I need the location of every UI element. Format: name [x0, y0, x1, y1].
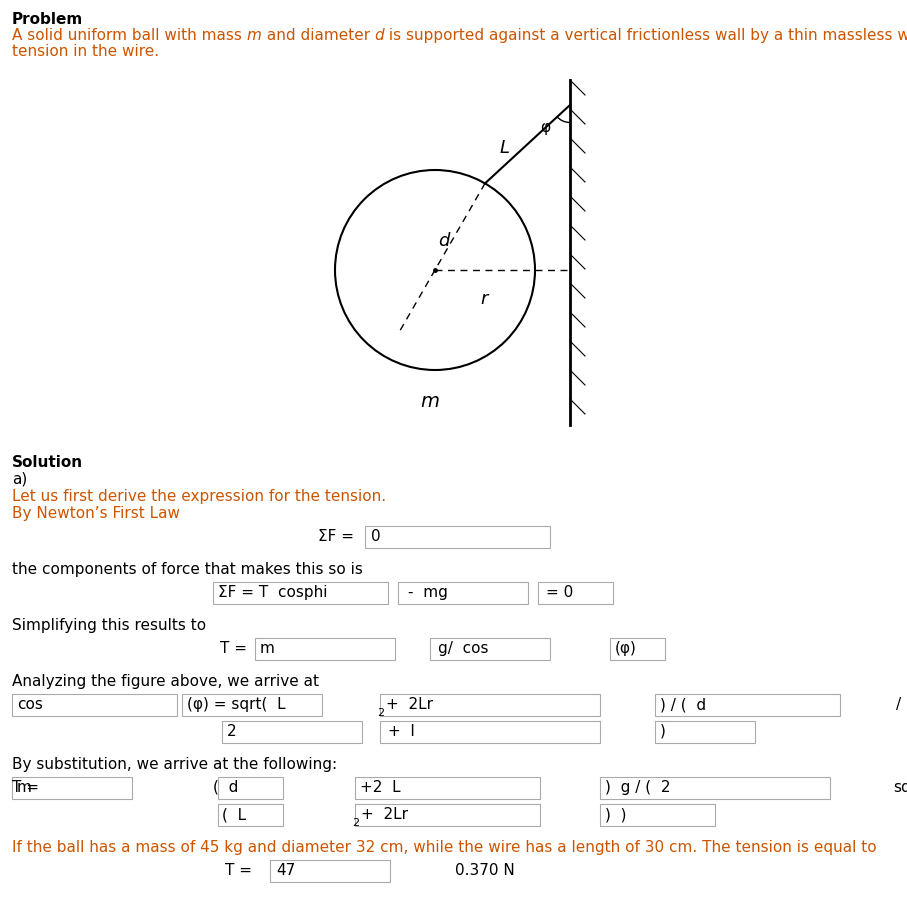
Bar — [600, 804, 715, 826]
Bar — [270, 860, 390, 882]
Bar — [218, 804, 283, 826]
Text: (φ): (φ) — [615, 641, 637, 656]
Text: 0: 0 — [371, 529, 381, 544]
Text: +2  L: +2 L — [360, 780, 401, 795]
Text: Simplifying this results to: Simplifying this results to — [12, 618, 206, 633]
Text: d: d — [375, 28, 385, 43]
Text: ) / (  d: ) / ( d — [660, 697, 707, 712]
Text: ΣF =: ΣF = — [318, 529, 359, 544]
Text: If the ball has a mass of 45 kg and diameter 32 cm, while the wire has a length : If the ball has a mass of 45 kg and diam… — [12, 840, 877, 855]
Text: sqrt: sqrt — [893, 780, 907, 795]
Text: +  2Lr: + 2Lr — [386, 697, 433, 712]
Bar — [255, 638, 395, 660]
Bar — [538, 582, 613, 604]
Text: m: m — [421, 392, 440, 411]
Text: φ: φ — [540, 120, 551, 135]
Text: m: m — [247, 28, 261, 43]
Text: Solution: Solution — [12, 455, 83, 470]
Bar — [222, 721, 362, 743]
Text: A solid uniform ball with mass: A solid uniform ball with mass — [12, 28, 247, 43]
Text: Let us first derive the expression for the tension.: Let us first derive the expression for t… — [12, 489, 386, 504]
Text: )  g / (  2: ) g / ( 2 — [605, 780, 670, 795]
Bar — [218, 777, 283, 799]
Text: By substitution, we arrive at the following:: By substitution, we arrive at the follow… — [12, 757, 337, 772]
Bar — [655, 721, 755, 743]
Text: d: d — [438, 232, 449, 250]
Bar — [610, 638, 665, 660]
Text: is supported against a vertical frictionless wall by a thin massless wire of len: is supported against a vertical friction… — [385, 28, 907, 43]
Text: ΣF = T  cosphi: ΣF = T cosphi — [218, 585, 327, 600]
Bar — [12, 694, 177, 716]
Text: the components of force that makes this so is: the components of force that makes this … — [12, 562, 363, 577]
Text: tension in the wire.: tension in the wire. — [12, 44, 159, 59]
Text: T =: T = — [12, 780, 44, 795]
Text: 2: 2 — [352, 818, 359, 828]
Bar — [655, 694, 840, 716]
Text: (  L: ( L — [222, 807, 246, 822]
Text: By Newton’s First Law: By Newton’s First Law — [12, 506, 180, 521]
Text: )  ): ) ) — [605, 807, 627, 822]
Text: m: m — [260, 641, 275, 656]
Bar — [182, 694, 322, 716]
Text: T =: T = — [225, 863, 257, 878]
Bar — [355, 777, 540, 799]
Text: = 0: = 0 — [546, 585, 573, 600]
Text: r: r — [480, 290, 487, 308]
Text: and diameter: and diameter — [261, 28, 375, 43]
Text: Problem: Problem — [12, 12, 83, 27]
Text: +  2Lr: + 2Lr — [361, 807, 408, 822]
Text: m: m — [17, 780, 32, 795]
Text: Analyzing the figure above, we arrive at: Analyzing the figure above, we arrive at — [12, 674, 319, 689]
Text: g/  cos: g/ cos — [438, 641, 489, 656]
Text: cos: cos — [17, 697, 43, 712]
Bar — [213, 582, 388, 604]
Bar — [365, 526, 550, 548]
Text: a): a) — [12, 472, 27, 487]
Text: L: L — [500, 139, 510, 157]
Text: /: / — [896, 697, 902, 712]
Text: ): ) — [660, 724, 666, 739]
Bar — [380, 694, 600, 716]
Text: (  d: ( d — [213, 780, 239, 795]
Text: -  mg: - mg — [408, 585, 448, 600]
Text: T =: T = — [220, 641, 252, 656]
Text: (φ) = sqrt(  L: (φ) = sqrt( L — [187, 697, 286, 712]
Bar — [398, 582, 528, 604]
Text: 2: 2 — [377, 708, 385, 718]
Text: +  l: + l — [388, 724, 414, 739]
Text: 2: 2 — [227, 724, 237, 739]
Text: 47: 47 — [276, 863, 296, 878]
Bar — [355, 804, 540, 826]
Bar — [430, 638, 550, 660]
Bar — [380, 721, 600, 743]
Text: 0.370 N: 0.370 N — [455, 863, 515, 878]
Bar — [12, 777, 132, 799]
Bar — [600, 777, 830, 799]
